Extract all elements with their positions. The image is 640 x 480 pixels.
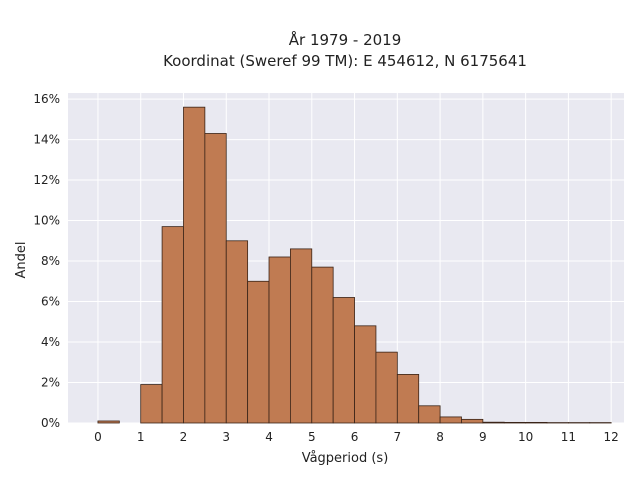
y-tick-label: 6% — [41, 295, 60, 309]
y-tick-label: 10% — [33, 214, 60, 228]
histogram-bar — [183, 106, 206, 424]
y-tick-label: 14% — [33, 133, 60, 147]
y-tick-label: 12% — [33, 173, 60, 187]
histogram-bar — [247, 280, 270, 424]
x-tick-label: 2 — [180, 430, 188, 444]
y-tick-label: 16% — [33, 92, 60, 106]
histogram-bar — [332, 297, 355, 424]
histogram-bar — [140, 384, 163, 424]
x-tick-label: 5 — [308, 430, 316, 444]
histogram-bar — [375, 351, 398, 424]
x-tick-label: 8 — [436, 430, 444, 444]
x-tick-label: 9 — [479, 430, 487, 444]
histogram-bar — [396, 374, 420, 424]
bars — [97, 106, 612, 424]
x-tick-label: 6 — [351, 430, 359, 444]
y-tick-label: 8% — [41, 254, 60, 268]
x-tick-label: 4 — [265, 430, 273, 444]
chart-title-line-2: Koordinat (Sweref 99 TM): E 454612, N 61… — [163, 52, 527, 70]
x-tick-label: 0 — [94, 430, 102, 444]
x-tick-labels: 0 1 2 3 4 5 6 7 8 9 10 11 12 — [94, 430, 619, 444]
y-tick-labels: 0% 2% 4% 6% 8% 10% 12% 14% 16% — [33, 92, 60, 430]
histogram-bar — [439, 416, 462, 424]
histogram-bar — [225, 240, 249, 424]
histogram-bar — [161, 226, 184, 424]
y-tick-label: 0% — [41, 416, 60, 430]
x-tick-label: 10 — [518, 430, 533, 444]
histogram-bar — [204, 133, 227, 424]
histogram-bar — [418, 405, 441, 424]
x-tick-label: 11 — [561, 430, 576, 444]
histogram-bar — [482, 421, 505, 424]
x-axis-label: Vågperiod (s) — [302, 451, 389, 466]
x-tick-label: 12 — [604, 430, 619, 444]
histogram-bar — [311, 266, 334, 424]
histogram-bar — [503, 421, 527, 424]
x-tick-label: 7 — [394, 430, 402, 444]
histogram-bar — [97, 420, 120, 424]
y-tick-label: 2% — [41, 376, 60, 390]
histogram-bar — [461, 418, 484, 424]
y-axis-label: Andel — [14, 242, 29, 279]
histogram-bar — [354, 325, 377, 424]
x-tick-label: 3 — [222, 430, 230, 444]
chart-title-line-1: År 1979 - 2019 — [289, 30, 402, 49]
histogram-bar — [289, 248, 313, 424]
histogram-bar — [525, 421, 548, 424]
x-tick-label: 1 — [137, 430, 145, 444]
histogram-bar — [268, 256, 291, 424]
y-tick-label: 4% — [41, 335, 60, 349]
